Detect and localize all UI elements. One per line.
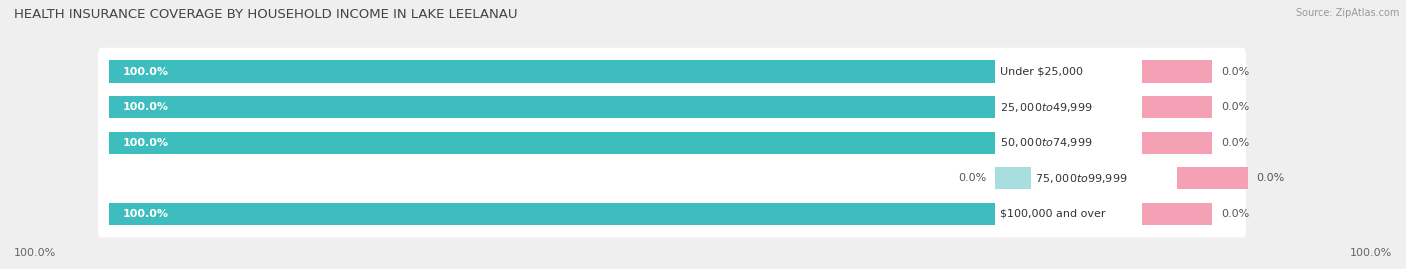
Text: 100.0%: 100.0% — [122, 102, 169, 112]
Text: 100.0%: 100.0% — [122, 209, 169, 219]
Text: $75,000 to $99,999: $75,000 to $99,999 — [1035, 172, 1128, 185]
Text: HEALTH INSURANCE COVERAGE BY HOUSEHOLD INCOME IN LAKE LEELANAU: HEALTH INSURANCE COVERAGE BY HOUSEHOLD I… — [14, 8, 517, 21]
FancyBboxPatch shape — [98, 190, 1246, 238]
Text: 0.0%: 0.0% — [959, 173, 987, 183]
Text: $50,000 to $74,999: $50,000 to $74,999 — [1000, 136, 1092, 149]
Bar — [1142, 61, 1212, 83]
Text: 0.0%: 0.0% — [1222, 102, 1250, 112]
Text: Source: ZipAtlas.com: Source: ZipAtlas.com — [1295, 8, 1399, 18]
FancyBboxPatch shape — [98, 154, 1246, 202]
Text: 100.0%: 100.0% — [1350, 248, 1392, 258]
Text: 100.0%: 100.0% — [14, 248, 56, 258]
Bar — [110, 61, 995, 83]
Text: 0.0%: 0.0% — [1222, 66, 1250, 76]
Bar — [110, 132, 995, 154]
Text: 100.0%: 100.0% — [122, 137, 169, 148]
Text: $100,000 and over: $100,000 and over — [1000, 209, 1105, 219]
Text: 0.0%: 0.0% — [1222, 209, 1250, 219]
Text: 0.0%: 0.0% — [1222, 137, 1250, 148]
Text: 0.0%: 0.0% — [1257, 173, 1285, 183]
Bar — [110, 96, 995, 118]
Bar — [1142, 203, 1212, 225]
Text: 100.0%: 100.0% — [122, 66, 169, 76]
FancyBboxPatch shape — [98, 83, 1246, 131]
FancyBboxPatch shape — [98, 119, 1246, 166]
Bar — [1177, 167, 1249, 189]
Bar — [995, 167, 1031, 189]
Text: Under $25,000: Under $25,000 — [1000, 66, 1083, 76]
Bar — [1142, 96, 1212, 118]
Bar — [110, 203, 995, 225]
Bar — [1142, 132, 1212, 154]
FancyBboxPatch shape — [98, 48, 1246, 95]
Text: $25,000 to $49,999: $25,000 to $49,999 — [1000, 101, 1092, 114]
